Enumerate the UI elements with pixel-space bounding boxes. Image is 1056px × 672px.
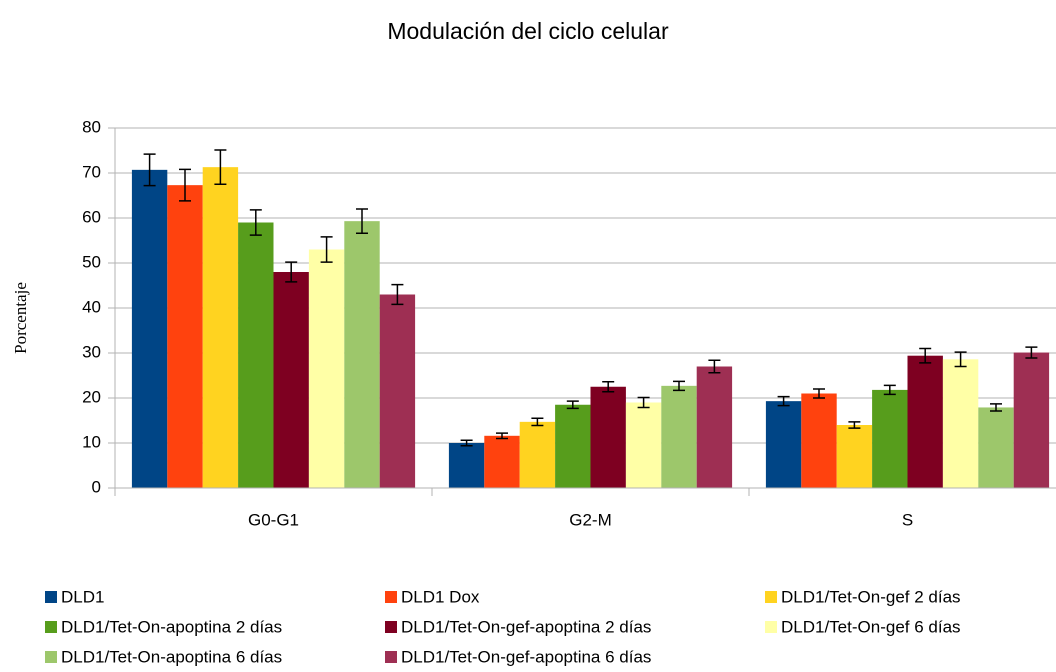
legend-label: DLD1 bbox=[61, 587, 104, 606]
y-tick-label: 50 bbox=[82, 252, 101, 271]
legend-label: DLD1/Tet-On-gef 2 días bbox=[781, 587, 961, 606]
bar bbox=[872, 389, 908, 488]
error-bar bbox=[249, 209, 262, 236]
error-bar bbox=[990, 403, 1002, 412]
chart-title: Modulación del ciclo celular bbox=[387, 18, 669, 44]
error-bar bbox=[848, 421, 861, 429]
legend-swatch bbox=[385, 651, 397, 663]
y-tick-label: 10 bbox=[82, 432, 101, 451]
legend-swatch bbox=[385, 591, 397, 603]
error-bar bbox=[673, 380, 685, 392]
legend-swatch bbox=[45, 591, 57, 603]
y-tick-label: 80 bbox=[82, 117, 101, 136]
error-bar bbox=[320, 236, 333, 263]
bar bbox=[836, 425, 873, 488]
bar bbox=[801, 393, 837, 488]
y-tick-label: 70 bbox=[82, 162, 101, 181]
error-bar bbox=[1025, 346, 1038, 359]
error-bar bbox=[919, 347, 932, 364]
bar bbox=[238, 222, 274, 488]
bar bbox=[625, 402, 662, 488]
error-bar bbox=[813, 388, 825, 399]
bar bbox=[696, 366, 733, 488]
error-bar bbox=[566, 400, 579, 410]
legend-swatch bbox=[385, 621, 397, 633]
bar bbox=[273, 272, 309, 488]
legend-label: DLD1/Tet-On-gef-apoptina 6 días bbox=[401, 647, 651, 666]
error-bar bbox=[285, 261, 298, 283]
y-axis-label: Porcentaje bbox=[11, 282, 30, 354]
bar bbox=[765, 401, 802, 488]
bar bbox=[484, 435, 520, 488]
bar bbox=[448, 443, 485, 488]
bar bbox=[167, 185, 203, 488]
bar bbox=[555, 404, 591, 488]
bar bbox=[202, 167, 239, 488]
legend-swatch bbox=[45, 621, 57, 633]
error-bar bbox=[214, 149, 227, 185]
legend-label: DLD1/Tet-On-apoptina 6 días bbox=[61, 647, 282, 666]
error-bar bbox=[179, 168, 191, 202]
y-tick-label: 40 bbox=[82, 297, 101, 316]
bar bbox=[978, 407, 1014, 488]
bar bbox=[519, 421, 556, 488]
legend-label: DLD1 Dox bbox=[401, 587, 480, 606]
error-bar bbox=[777, 395, 790, 407]
bar bbox=[907, 355, 943, 488]
legend-swatch bbox=[765, 621, 777, 633]
bar bbox=[379, 294, 416, 488]
legend-label: DLD1/Tet-On-gef 6 días bbox=[781, 617, 961, 636]
x-tick-label: G0-G1 bbox=[248, 510, 299, 529]
error-bar bbox=[708, 359, 721, 374]
y-tick-label: 0 bbox=[92, 477, 101, 496]
error-bar bbox=[143, 153, 156, 187]
legend-label: DLD1/Tet-On-apoptina 2 días bbox=[61, 617, 282, 636]
bar bbox=[942, 359, 979, 488]
error-bar bbox=[391, 283, 404, 306]
error-bar bbox=[356, 208, 368, 235]
error-bar bbox=[460, 439, 473, 447]
legend-label: DLD1/Tet-On-gef-apoptina 2 días bbox=[401, 617, 651, 636]
bar bbox=[590, 386, 626, 488]
x-tick-label: S bbox=[902, 510, 913, 529]
error-bar bbox=[602, 381, 615, 393]
bar bbox=[1013, 352, 1050, 488]
x-tick-label: G2-M bbox=[569, 510, 612, 529]
bar bbox=[344, 221, 380, 488]
bar bbox=[661, 385, 697, 488]
legend-swatch bbox=[765, 591, 777, 603]
error-bar bbox=[883, 384, 896, 396]
error-bar bbox=[637, 396, 650, 409]
y-tick-label: 60 bbox=[82, 207, 101, 226]
legend-swatch bbox=[45, 651, 57, 663]
y-tick-label: 20 bbox=[82, 387, 101, 406]
error-bar bbox=[954, 351, 967, 368]
error-bar bbox=[496, 432, 508, 440]
y-tick-label: 30 bbox=[82, 342, 101, 361]
bar bbox=[131, 169, 168, 488]
bar bbox=[308, 249, 345, 488]
error-bar bbox=[531, 417, 544, 427]
